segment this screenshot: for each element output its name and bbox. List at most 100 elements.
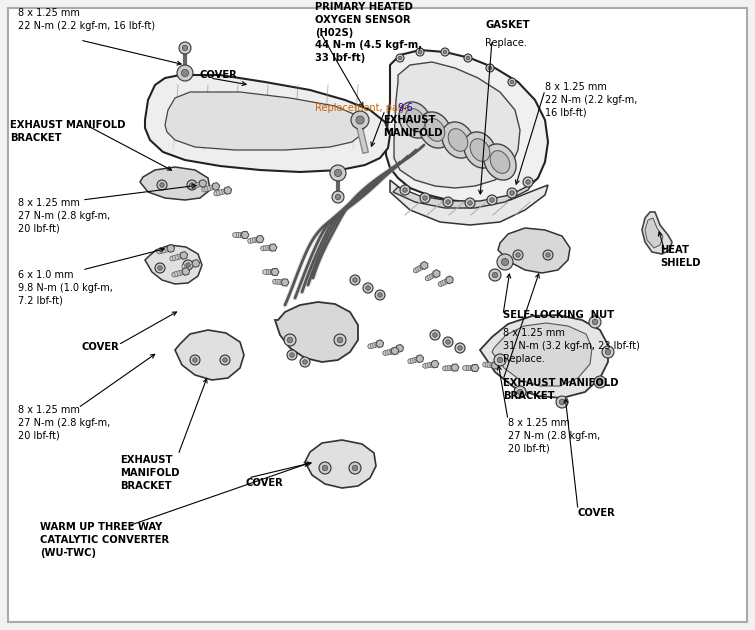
Text: Replace.: Replace. xyxy=(485,38,527,48)
Circle shape xyxy=(350,275,360,285)
Text: 8 x 1.25 mm
27 N-m (2.8 kgf-m,
20 lbf-ft): 8 x 1.25 mm 27 N-m (2.8 kgf-m, 20 lbf-ft… xyxy=(18,198,110,234)
Text: Replacement, page: Replacement, page xyxy=(315,103,413,113)
Circle shape xyxy=(363,283,373,293)
Circle shape xyxy=(353,278,357,282)
Polygon shape xyxy=(393,180,535,208)
Circle shape xyxy=(179,42,191,54)
Circle shape xyxy=(602,346,614,358)
Circle shape xyxy=(510,191,514,195)
Circle shape xyxy=(507,188,517,198)
Circle shape xyxy=(458,346,462,350)
Circle shape xyxy=(589,316,601,328)
Circle shape xyxy=(351,111,369,129)
Text: COVER: COVER xyxy=(82,342,120,352)
Text: 6 x 1.0 mm
9.8 N-m (1.0 kgf-m,
7.2 lbf-ft): 6 x 1.0 mm 9.8 N-m (1.0 kgf-m, 7.2 lbf-f… xyxy=(18,270,113,306)
Polygon shape xyxy=(431,360,439,368)
Circle shape xyxy=(356,116,364,124)
Circle shape xyxy=(525,180,530,184)
Circle shape xyxy=(445,200,450,204)
Polygon shape xyxy=(446,276,453,284)
Circle shape xyxy=(337,337,343,343)
Text: PRIMARY HEATED
OXYGEN SENSOR
(H02S)
44 N-m (4.5 kgf-m,
33 lbf-ft): PRIMARY HEATED OXYGEN SENSOR (H02S) 44 N… xyxy=(315,2,422,63)
Circle shape xyxy=(556,396,568,408)
Polygon shape xyxy=(491,362,499,369)
Circle shape xyxy=(290,353,294,357)
Text: WARM UP THREE WAY
CATALYTIC CONVERTER
(WU-TWC): WARM UP THREE WAY CATALYTIC CONVERTER (W… xyxy=(40,522,169,558)
Circle shape xyxy=(400,185,410,195)
Circle shape xyxy=(423,196,427,200)
Polygon shape xyxy=(642,212,672,254)
Text: 8 x 1.25 mm
27 N-m (2.8 kgf-m,
20 lbf-ft): 8 x 1.25 mm 27 N-m (2.8 kgf-m, 20 lbf-ft… xyxy=(508,418,600,454)
Circle shape xyxy=(183,260,193,270)
Circle shape xyxy=(177,65,193,81)
Polygon shape xyxy=(271,268,279,275)
Circle shape xyxy=(498,357,503,363)
Circle shape xyxy=(597,379,602,385)
Circle shape xyxy=(465,198,475,208)
Circle shape xyxy=(492,272,498,278)
Circle shape xyxy=(378,293,382,297)
Circle shape xyxy=(334,334,346,346)
Text: EXHAUST MANIFOLD
BRACKET: EXHAUST MANIFOLD BRACKET xyxy=(503,378,618,401)
Circle shape xyxy=(420,193,430,203)
Ellipse shape xyxy=(464,132,496,168)
Circle shape xyxy=(220,355,230,365)
Polygon shape xyxy=(145,75,390,172)
Polygon shape xyxy=(305,440,376,488)
Circle shape xyxy=(160,183,165,187)
Text: 9-6: 9-6 xyxy=(397,103,413,113)
Circle shape xyxy=(489,269,501,281)
Polygon shape xyxy=(391,347,399,355)
Circle shape xyxy=(464,54,472,62)
Circle shape xyxy=(396,54,404,62)
Polygon shape xyxy=(175,330,244,380)
Ellipse shape xyxy=(490,151,510,173)
Polygon shape xyxy=(433,270,440,278)
Circle shape xyxy=(182,45,188,50)
Circle shape xyxy=(559,399,565,404)
Circle shape xyxy=(514,386,526,398)
Polygon shape xyxy=(421,261,428,270)
Circle shape xyxy=(284,334,296,346)
Text: SELF-LOCKING  NUT: SELF-LOCKING NUT xyxy=(503,310,614,320)
Polygon shape xyxy=(394,62,520,188)
Circle shape xyxy=(443,337,453,347)
Circle shape xyxy=(334,169,341,176)
Circle shape xyxy=(486,64,494,72)
Circle shape xyxy=(190,183,194,187)
Polygon shape xyxy=(165,92,365,150)
Circle shape xyxy=(319,462,331,474)
Circle shape xyxy=(441,48,449,56)
Circle shape xyxy=(155,263,165,273)
Ellipse shape xyxy=(470,139,490,161)
Circle shape xyxy=(593,319,598,324)
Polygon shape xyxy=(256,236,263,243)
Polygon shape xyxy=(376,340,384,348)
Circle shape xyxy=(443,50,447,54)
Circle shape xyxy=(365,286,370,290)
Ellipse shape xyxy=(448,129,468,151)
Circle shape xyxy=(353,466,358,471)
Polygon shape xyxy=(145,245,202,284)
Circle shape xyxy=(158,266,162,270)
Circle shape xyxy=(445,340,450,344)
Circle shape xyxy=(497,254,513,270)
Text: 8 x 1.25 mm
22 N-m (2.2 kgf-m, 16 lbf-ft): 8 x 1.25 mm 22 N-m (2.2 kgf-m, 16 lbf-ft… xyxy=(18,8,155,31)
Text: EXHAUST
MANIFOLD
BRACKET: EXHAUST MANIFOLD BRACKET xyxy=(120,455,180,491)
Circle shape xyxy=(546,253,550,257)
Text: EXHAUST MANIFOLD
BRACKET: EXHAUST MANIFOLD BRACKET xyxy=(10,120,125,143)
Polygon shape xyxy=(498,228,570,273)
Circle shape xyxy=(330,165,346,181)
Polygon shape xyxy=(182,268,190,275)
Ellipse shape xyxy=(419,112,451,148)
Circle shape xyxy=(193,358,197,362)
Text: COVER: COVER xyxy=(200,70,238,80)
Polygon shape xyxy=(416,355,424,363)
Circle shape xyxy=(606,349,611,355)
Circle shape xyxy=(303,360,307,364)
Circle shape xyxy=(443,197,453,207)
Circle shape xyxy=(494,354,506,366)
Circle shape xyxy=(516,253,520,257)
Text: 8 x 1.25 mm
22 N-m (2.2 kgf-m,
16 lbf-ft): 8 x 1.25 mm 22 N-m (2.2 kgf-m, 16 lbf-ft… xyxy=(545,82,637,118)
Polygon shape xyxy=(645,218,663,248)
